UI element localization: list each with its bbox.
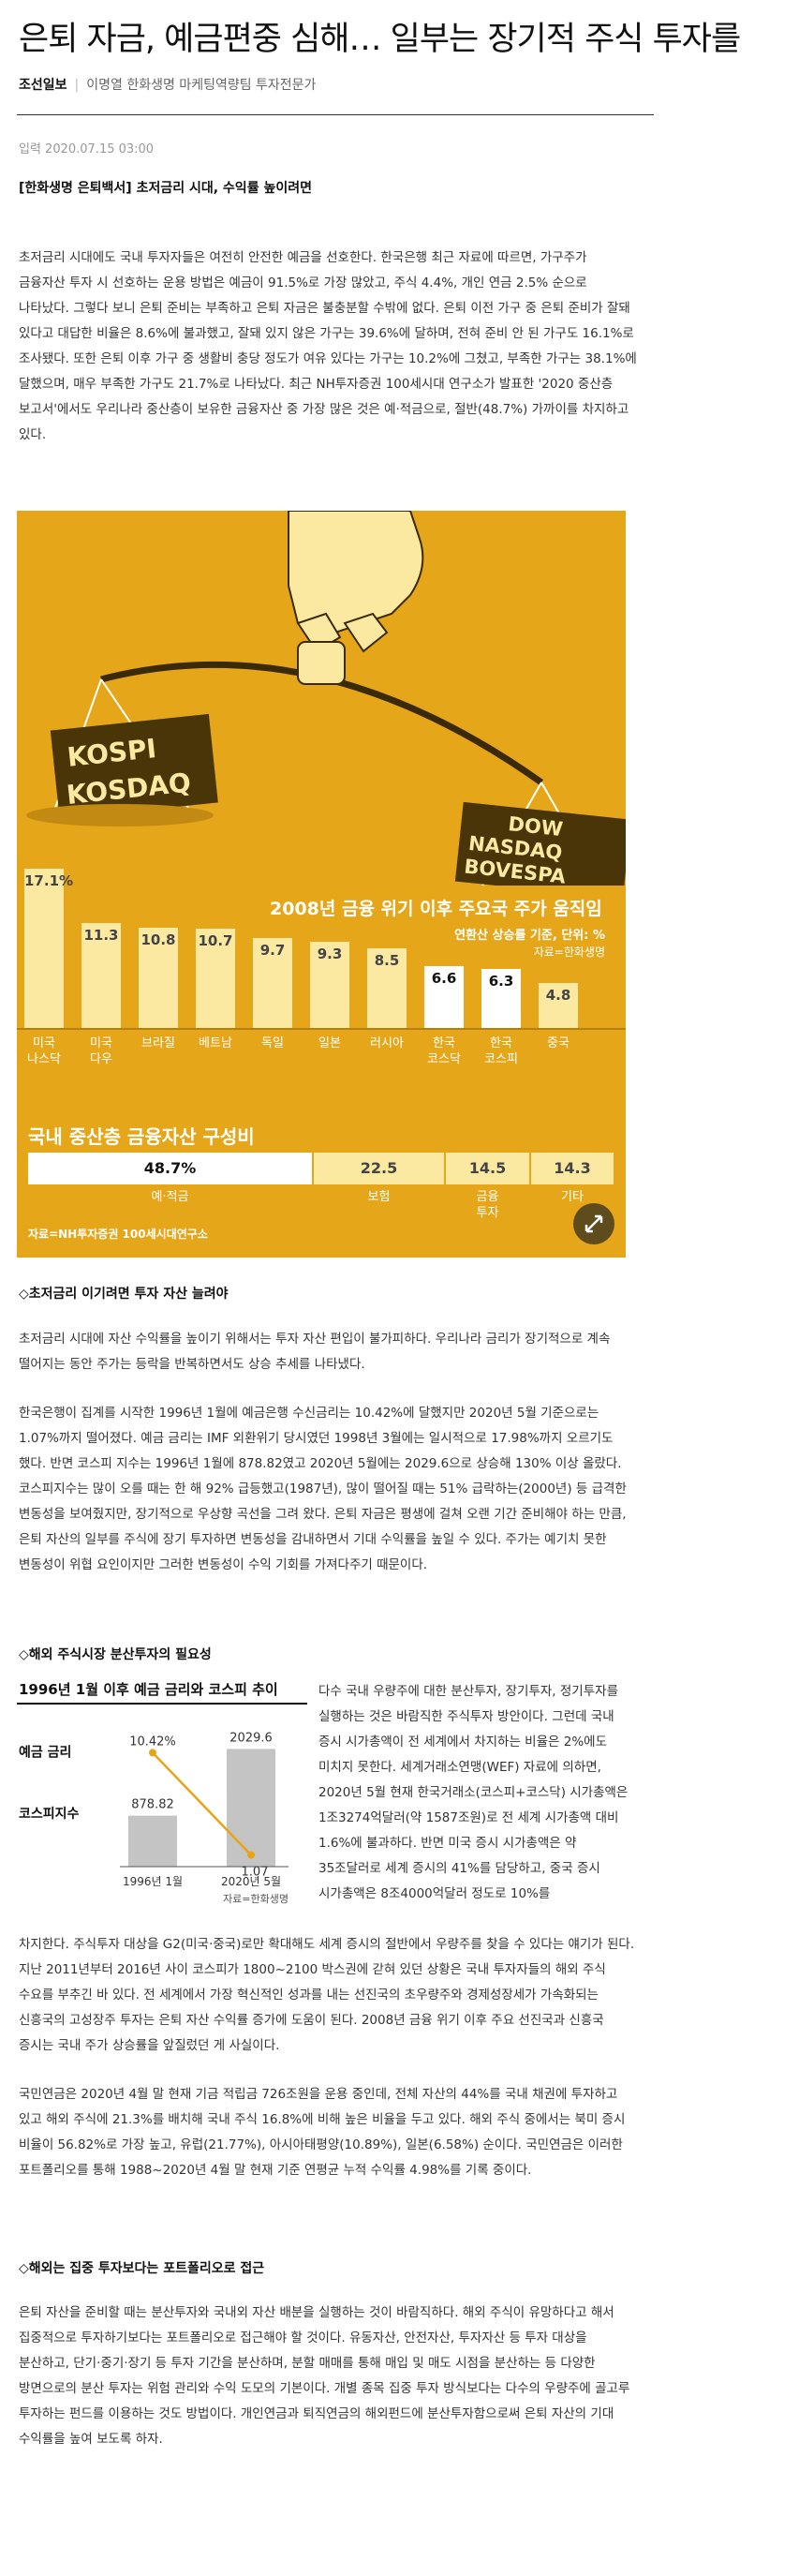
bar-value-label: 6.3 [488,973,514,990]
bar-9: 4.8 [539,983,578,1028]
bar-value-label: 4.8 [545,987,571,1004]
asset-category-label: 예·적금 [151,1190,189,1204]
bar-category-label: 브라질 [141,1036,175,1050]
author[interactable]: 이명열 한화생명 마케팅역량팀 투자전문가 [86,78,317,93]
section-heading-2: ◇해외 주식시장 분산투자의 필요성 [19,1647,212,1662]
paragraph-6: 은퇴 자산을 준비할 때는 분산투자와 국내외 자산 배분을 실행하는 것이 바… [19,2305,630,2447]
asset-segment-3: 14.3 [531,1153,614,1184]
chart2-title-rule [17,1703,307,1705]
infographic: KOSPI KOSDAQ DOW NASDAQ BOVESPA 2008년 금융… [17,511,626,1258]
assets-source: 자료=NH투자증권 100세시대연구소 [28,1228,208,1241]
rate-kospi-chart: 1996년 1월 이후 예금 금리와 코스피 추이 878.82 1996년 1월… [17,1679,307,1923]
paragraph-4-continued: 차지한다. 주식투자 대상을 G2(미국·중국)로만 확대해도 세계 증시의 절… [19,1937,635,2053]
rate-point [149,1749,156,1757]
bar-8: 6.3 [481,969,521,1028]
bar-baseline [17,1028,626,1030]
paragraph-2: 초저금리 시대에 자산 수익률을 높이기 위해서는 투자 자산 편입이 불가피하… [19,1332,611,1372]
chart2-plot: 878.82 1996년 1월 2029.6 2020년 5월 10.42% 1.07 예금… [19,1731,289,1905]
bar-value-label: 8.5 [374,952,400,969]
newspaper-name[interactable]: 조선일보 [19,78,67,93]
paragraph-1: 초저금리 시대에도 국내 투자자들은 여전히 안전한 예금을 선호한다. 한국은… [19,250,637,442]
bar-value-label: 10.7 [198,932,233,949]
kospi-value-label: 2029.6 [229,1731,273,1745]
chart2-source: 자료=한화생명 [223,1893,289,1905]
bar-2: 10.8 [139,928,178,1028]
rate-point [247,1851,255,1859]
rate-line [152,1751,252,1856]
headline: 은퇴 자금, 예금편중 심해… 일부는 장기적 주식 투자를 [19,21,741,58]
asset-segment-1: 22.5 [314,1153,444,1184]
asset-category-label: 기타 [561,1190,584,1204]
x-tick-label: 2020년 5월 [221,1875,281,1888]
byline: 조선일보 | 이명열 한화생명 마케팅역량팀 투자전문가 [19,75,316,94]
bar-0: 17.1% [24,869,74,1028]
bar-category-label: 중국 [547,1036,570,1050]
bar-6: 8.5 [367,948,407,1028]
bar-value-label: 6.6 [431,970,457,987]
right-pan-block [454,801,626,886]
bar-5: 9.3 [310,942,349,1028]
assets-title: 국내 중산층 금융자산 구성비 [28,1125,255,1148]
left-pan [26,804,214,826]
bar-value-label: 9.7 [259,942,286,959]
bar-1: 11.3 [81,923,121,1028]
section-heading-3: ◇해외는 집중 투자보다는 포트폴리오로 접근 [19,2261,265,2276]
graphic-subtitle: 연환산 상승률 기준, 단위: % [454,929,605,943]
asset-category-label: 금융 투자 [476,1190,499,1220]
byline-divider: | [74,78,80,93]
rate-value-label: 1.07 [242,1866,269,1880]
paragraph-4: 다수 국내 우량주에 대한 분산투자, 장기투자, 정기투자를 실행하는 것은 … [318,1684,629,1901]
bar-value-label: 11.3 [83,927,119,944]
graphic-source: 자료=한화생명 [533,946,605,959]
bar-value-label: 9.3 [317,946,343,962]
bar-category-label: 독일 [261,1036,284,1050]
bar-category-label: 베트남 [199,1036,232,1050]
expand-button[interactable] [573,1203,614,1244]
hand-shape [288,511,424,634]
pivot [297,641,346,685]
left-pan-block [50,713,218,820]
rate-value-label: 10.42% [129,1735,176,1749]
bar-category-label: 미국 나스닥 [27,1036,61,1066]
kicker: [한화생명 은퇴백서] 초저금리 시대, 수익률 높이려면 [19,181,312,196]
header-divider [17,114,654,115]
bar-3: 10.7 [196,929,235,1028]
bar-4: 9.7 [253,938,292,1028]
series-label-rate: 예금 금리 [19,1745,71,1760]
paragraph-5: 국민연금은 2020년 4월 말 현재 기금 적립금 726조원을 운용 중인데… [19,2087,626,2178]
kospi-bar [227,1749,275,1867]
bar-category-label: 한국 코스피 [484,1036,518,1066]
bar-category-label: 미국 다우 [90,1036,112,1066]
finger-shape [343,612,389,653]
bar-value-label: 17.1% [24,872,74,889]
paragraph-3: 한국은행이 집계를 시작한 1996년 1월에 예금은행 수신금리는 10.42… [19,1406,627,1572]
bar-7: 6.6 [424,966,464,1028]
published-date: 입력 2020.07.15 03:00 [19,142,155,156]
series-label-kospi: 코스피지수 [19,1807,80,1822]
expand-icon [584,1214,603,1233]
asset-segment-2: 14.5 [446,1153,529,1184]
x-tick-label: 1996년 1월 [123,1875,183,1888]
kospi-value-label: 878.82 [131,1798,174,1812]
asset-category-label: 보험 [367,1190,391,1204]
bar-category-label: 일본 [318,1036,341,1050]
section-heading-1: ◇초저금리 이기려면 투자 자산 늘려야 [19,1287,229,1302]
bar-value-label: 10.8 [141,931,176,948]
bar-category-label: 러시아 [370,1036,404,1050]
graphic-title: 2008년 금융 위기 이후 주요국 주가 움직임 [270,899,602,919]
chart2-title: 1996년 1월 이후 예금 금리와 코스피 추이 [19,1681,278,1698]
scale-illustration: KOSPI KOSDAQ DOW NASDAQ BOVESPA [26,511,626,886]
asset-segment-0: 48.7% [28,1153,312,1184]
kospi-bar [128,1815,177,1867]
bar-category-label: 한국 코스닥 [427,1036,461,1066]
